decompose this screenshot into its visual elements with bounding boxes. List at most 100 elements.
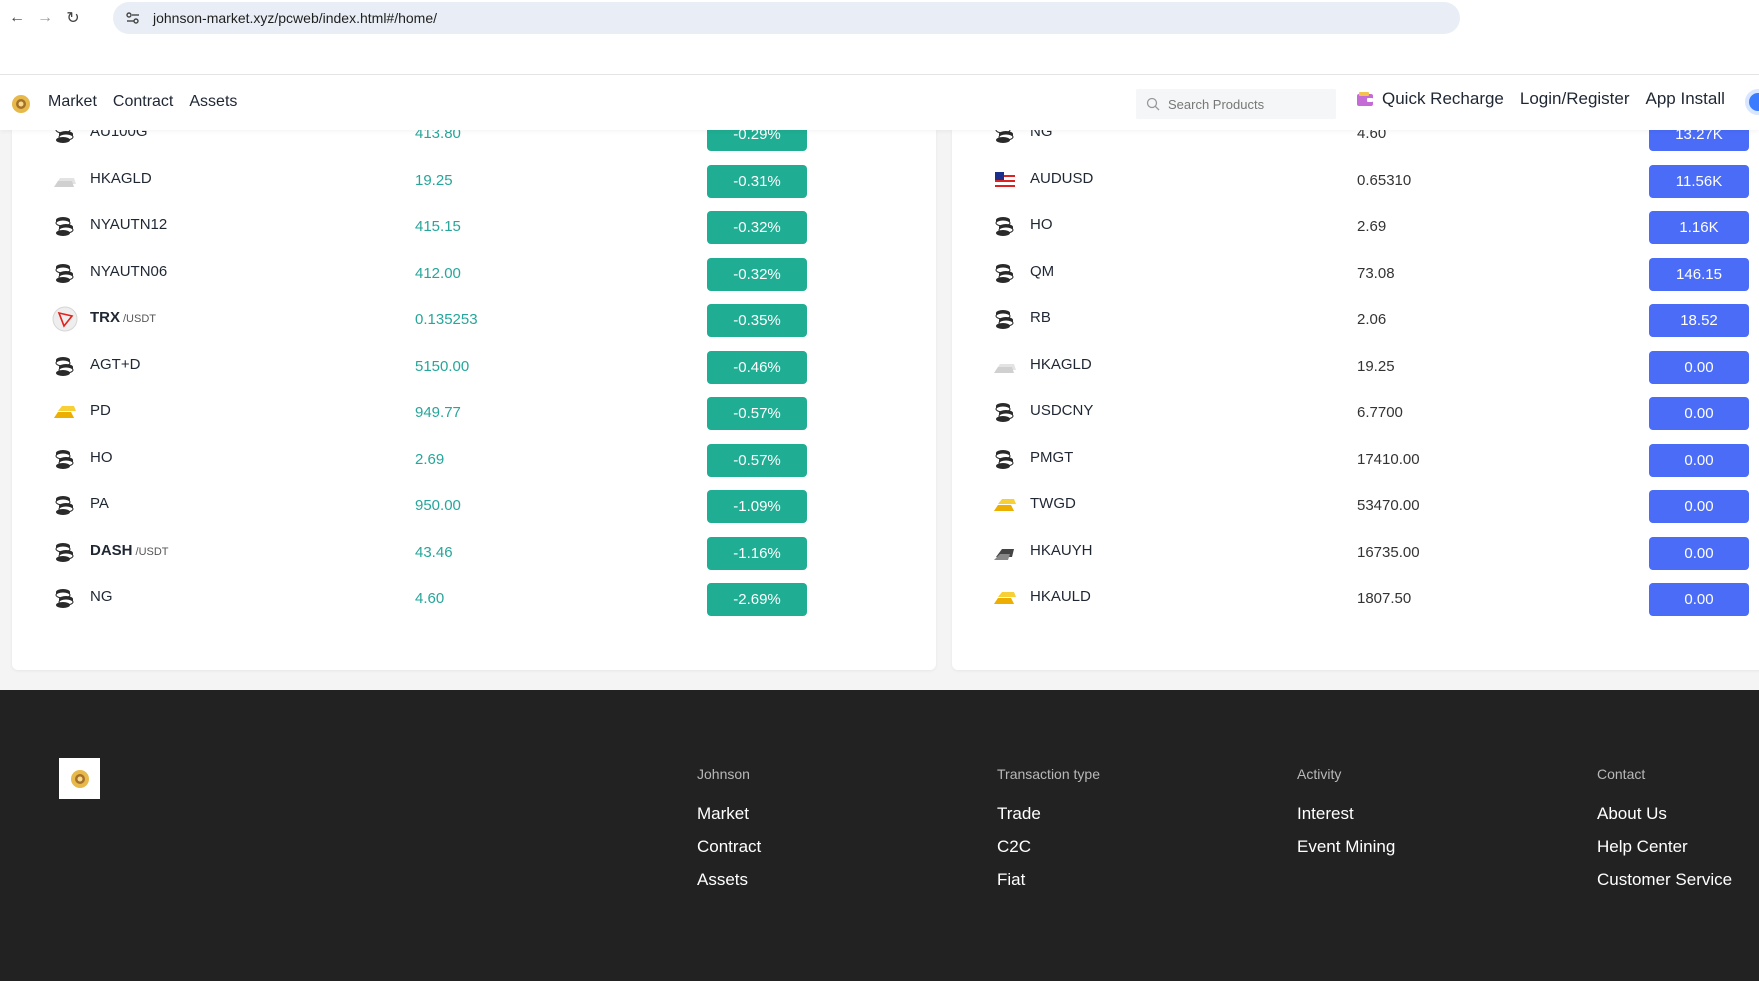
coin-stack-icon xyxy=(992,260,1018,286)
footer-link-contract[interactable]: Contract xyxy=(697,837,762,856)
symbol-name: PD xyxy=(90,402,111,419)
list-item[interactable]: HKAUYH 16735.00 0.00 xyxy=(952,532,1759,572)
dark-bar-icon xyxy=(992,539,1018,565)
wallet-icon xyxy=(1357,92,1373,106)
volume-badge: 0.00 xyxy=(1649,490,1749,523)
url-text[interactable]: johnson-market.xyz/pcweb/index.html#/hom… xyxy=(153,10,438,26)
footer-column-transaction-type: Transaction type Trade C2C Fiat xyxy=(997,766,1100,903)
change-badge: -0.32% xyxy=(707,257,807,291)
symbol-base: DASH xyxy=(90,541,133,559)
last-price: 950.00 xyxy=(415,497,461,514)
avatar[interactable] xyxy=(1745,89,1759,115)
coin-stack-icon xyxy=(992,306,1018,332)
last-price: 5150.00 xyxy=(415,357,470,375)
header-actions: Quick Recharge Login/Register App Instal… xyxy=(1356,89,1725,109)
list-item[interactable]: RB 2.06 18.52 xyxy=(952,299,1759,339)
list-item[interactable]: USDCNY 6.7700 0.00 xyxy=(952,392,1759,432)
symbol-name: PA xyxy=(90,495,109,512)
footer-link-assets[interactable]: Assets xyxy=(697,870,749,889)
list-item[interactable]: NYAUTN12 415.15 -0.32% xyxy=(12,206,936,246)
login-register-link[interactable]: Login/Register xyxy=(1519,89,1630,108)
symbol-quote: /USDT xyxy=(135,545,169,558)
back-arrow-icon[interactable]: ← xyxy=(9,9,25,26)
brand-logo-icon[interactable] xyxy=(11,94,31,114)
forward-arrow-icon[interactable]: → xyxy=(37,9,53,26)
list-item[interactable]: PA 950.00 -1.09% xyxy=(12,485,936,525)
last-price: 412.00 xyxy=(415,264,461,282)
main-nav: Market Contract Assets xyxy=(48,93,237,111)
nav-market[interactable]: Market xyxy=(48,93,97,110)
footer-link-interest[interactable]: Interest xyxy=(1297,804,1354,823)
app-install-link[interactable]: App Install xyxy=(1645,89,1725,108)
last-price: 2.06 xyxy=(1357,311,1387,328)
gold-bar-icon xyxy=(992,492,1018,518)
change-badge: -0.57% xyxy=(707,397,807,430)
footer-link-help-center[interactable]: Help Center xyxy=(1597,837,1688,856)
change-badge: -0.46% xyxy=(707,350,807,384)
list-item[interactable]: HO 2.69 -0.57% xyxy=(12,439,936,479)
list-item[interactable]: DASH/USDT 43.46 -1.16% xyxy=(12,532,936,572)
symbol-name: NG xyxy=(90,588,113,605)
footer: Johnson Market Contract Assets Transacti… xyxy=(0,690,1759,981)
search-input[interactable] xyxy=(1168,96,1318,112)
last-price: 1807.50 xyxy=(1357,590,1412,607)
browser-toolbar: ← → ↻ johnson-market.xyz/pcweb/index.htm… xyxy=(0,0,1759,36)
last-price: 949.77 xyxy=(415,404,461,421)
coin-stack-icon xyxy=(52,492,78,518)
footer-heading: Contact xyxy=(1597,766,1646,782)
symbol-name: HKAGLD xyxy=(90,169,152,187)
silver-bar-icon xyxy=(992,353,1018,379)
footer-link-fiat[interactable]: Fiat xyxy=(997,870,1026,889)
search-icon xyxy=(1146,97,1160,111)
list-item[interactable]: NG 4.60 -2.69% xyxy=(12,578,936,618)
footer-logo[interactable] xyxy=(59,758,100,799)
list-item[interactable]: PMGT 17410.00 0.00 xyxy=(952,439,1759,479)
footer-link-trade[interactable]: Trade xyxy=(997,804,1041,823)
coin-stack-icon xyxy=(992,213,1018,239)
symbol-name: USDCNY xyxy=(1030,402,1094,419)
footer-link-customer-service[interactable]: Customer Service xyxy=(1597,870,1733,889)
silver-bar-icon xyxy=(52,167,78,193)
last-price: 19.25 xyxy=(1357,357,1395,375)
list-item[interactable]: HKAGLD 19.25 0.00 xyxy=(952,346,1759,386)
list-item[interactable]: TWGD 53470.00 0.00 xyxy=(952,485,1759,525)
footer-column-johnson: Johnson Market Contract Assets xyxy=(697,766,761,903)
trx-logo-icon xyxy=(52,306,78,332)
footer-link-event-mining[interactable]: Event Mining xyxy=(1297,837,1396,856)
change-badge: -0.35% xyxy=(707,304,807,337)
nav-contract[interactable]: Contract xyxy=(112,93,174,110)
footer-link-c2c[interactable]: C2C xyxy=(997,837,1032,856)
list-item[interactable]: AGT+D 5150.00 -0.46% xyxy=(12,346,936,386)
last-price: 73.08 xyxy=(1357,264,1395,282)
quick-recharge-button[interactable]: Quick Recharge xyxy=(1356,89,1504,109)
symbol-name: RB xyxy=(1030,309,1051,326)
volume-badge: 146.15 xyxy=(1649,257,1749,291)
coin-stack-icon xyxy=(52,446,78,472)
site-settings-icon[interactable] xyxy=(125,10,141,26)
symbol-name: AGT+D xyxy=(90,355,141,373)
list-item[interactable]: NYAUTN06 412.00 -0.32% xyxy=(12,253,936,293)
flag-icon xyxy=(992,167,1018,193)
list-item[interactable]: PD 949.77 -0.57% xyxy=(12,392,936,432)
list-item[interactable]: QM 73.08 146.15 xyxy=(952,253,1759,293)
reload-icon[interactable]: ↻ xyxy=(66,10,80,27)
search-box[interactable] xyxy=(1136,89,1336,119)
last-price: 415.15 xyxy=(415,218,461,235)
symbol-name: HO xyxy=(1030,216,1053,233)
footer-heading: Johnson xyxy=(697,766,750,782)
gold-bar-icon xyxy=(992,585,1018,611)
quick-recharge-label: Quick Recharge xyxy=(1382,89,1504,108)
last-price: 2.69 xyxy=(1357,218,1387,235)
footer-link-about-us[interactable]: About Us xyxy=(1597,804,1667,823)
symbol-name: QM xyxy=(1030,262,1055,280)
nav-assets[interactable]: Assets xyxy=(189,93,238,110)
volume-badge: 0.00 xyxy=(1649,443,1749,477)
list-item[interactable]: AUDUSD 0.65310 11.56K xyxy=(952,160,1759,200)
address-bar[interactable]: johnson-market.xyz/pcweb/index.html#/hom… xyxy=(113,2,1460,34)
footer-link-market[interactable]: Market xyxy=(697,804,749,823)
list-item[interactable]: HKAGLD 19.25 -0.31% xyxy=(12,160,936,200)
last-price: 17410.00 xyxy=(1357,450,1420,468)
list-item[interactable]: HO 2.69 1.16K xyxy=(952,206,1759,246)
list-item[interactable]: TRX/USDT 0.135253 -0.35% xyxy=(12,299,936,339)
list-item[interactable]: HKAULD 1807.50 0.00 xyxy=(952,578,1759,618)
